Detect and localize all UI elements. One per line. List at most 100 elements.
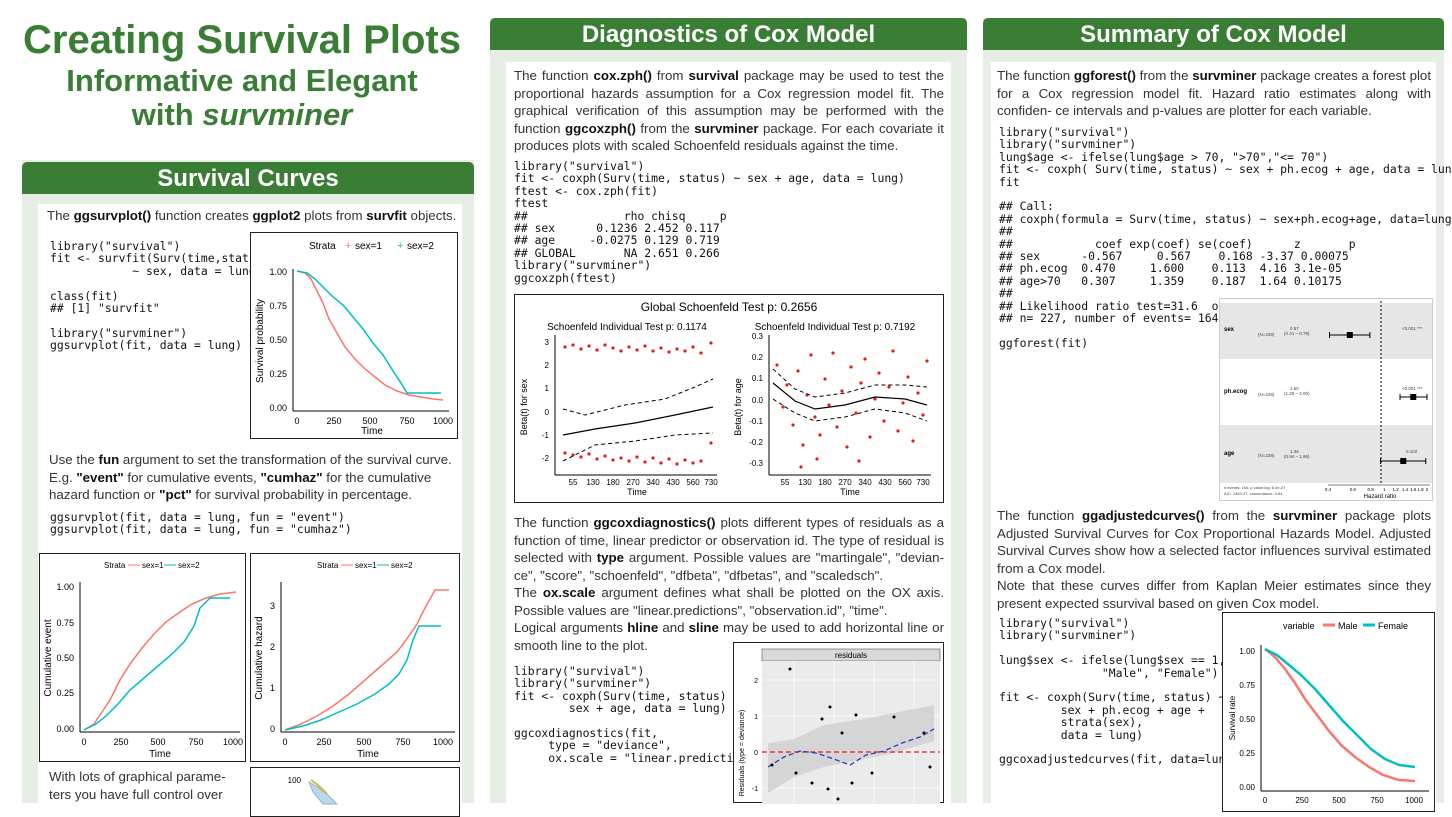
legend-plus-2: +: [397, 240, 403, 252]
right-red-points: [775, 349, 929, 469]
adjusted-curve-female: [1264, 647, 1416, 769]
legend-title: Strata: [309, 241, 336, 252]
diagnostics-code-2: library("survival") library("survminer")…: [514, 664, 768, 765]
right-x-label: Time: [840, 487, 860, 497]
forest-xticks: 0.4 0.6 0.8 1 1.2 1.4 1.6 1.8 2: [1325, 487, 1429, 492]
ytick: 0: [545, 408, 550, 417]
legend-2: sex=2: [178, 561, 200, 570]
svg-text:(N=228): (N=228): [1258, 332, 1275, 337]
residuals-plot: residuals 2 1 0 -1 Residuals (type = dev…: [733, 642, 944, 804]
y-label: Cumulative event: [43, 619, 54, 696]
right-xticks: 55 130 180 270 340 430 560 730: [781, 478, 931, 487]
ytick: 0.50: [269, 335, 287, 345]
left-ci-upper: [562, 378, 714, 416]
event-curve-2: [83, 597, 230, 731]
schoenfeld-plot: Global Schoenfeld Test p: 0.2656 Schoenf…: [514, 294, 944, 503]
ytick: 0.25: [269, 369, 287, 379]
svg-text:<0.001 ***: <0.001 ***: [1402, 326, 1423, 331]
km-curve-male: [296, 270, 444, 401]
sline: [767, 728, 935, 768]
xtick: 750: [395, 737, 410, 747]
legend-plus-1: +: [345, 240, 351, 252]
ytick: 0.00: [269, 403, 287, 413]
ytick: 0.00: [56, 724, 74, 734]
left-xticks: 55 130 180 270 340 430 560 730: [569, 478, 719, 487]
y-label: Cumulative hazard: [254, 616, 265, 699]
event-plot-svg: Strata sex=1 sex=2 1.00 0.75 0.50 0.25 0…: [43, 561, 243, 760]
ytick: 0.1: [752, 374, 764, 383]
event-curve-1: [83, 591, 237, 731]
y-label: Survival probability: [255, 299, 266, 383]
custom-plot-svg: 100: [288, 776, 339, 805]
cumhaz-curve-1: [284, 589, 449, 731]
xtick: 130: [586, 478, 600, 487]
summary-intro: The function ggforest() from the survmin…: [997, 68, 1432, 118]
forest-xtick: 1: [1383, 487, 1386, 492]
xtick: 500: [1332, 796, 1346, 804]
schoenfeld-right-title: Schoenfeld Individual Test p: 0.7192: [755, 322, 916, 333]
ytick: 100: [288, 776, 302, 785]
xtick: 500: [362, 416, 377, 426]
ytick: 0.2: [752, 353, 764, 362]
survival-code-2: ggsurvplot(fit, data = lung, fun = "even…: [50, 510, 352, 537]
ytick: 1: [270, 683, 275, 693]
ytick: 2: [545, 361, 550, 370]
summary-code-1: library("survival") library("survminer")…: [999, 125, 1452, 350]
xtick: 130: [798, 478, 812, 487]
ytick: 3: [270, 601, 275, 611]
smooth-ci: [768, 705, 934, 793]
legend-female: Female: [1378, 621, 1408, 631]
right-ci-lower: [772, 398, 928, 422]
ytick: 0.75: [56, 618, 74, 628]
ytick: 2: [754, 678, 758, 685]
xtick: 500: [356, 737, 371, 747]
residuals-svg: residuals 2 1 0 -1 Residuals (type = dev…: [739, 648, 941, 804]
ytick: -0.2: [749, 438, 763, 447]
fun-text: Use the fun argument to set the transfor…: [49, 452, 452, 502]
forest-footer-2: AIC: 1463.37, concordance: 0.64: [1224, 491, 1283, 496]
svg-text:1.36: 1.36: [1290, 449, 1299, 454]
ytick: 1: [545, 384, 550, 393]
left-red-points: [563, 341, 713, 466]
ytick: 0: [270, 724, 275, 734]
legend-1: sex=1: [355, 561, 377, 570]
facet-strip-label: residuals: [835, 651, 867, 660]
xtick: 750: [1370, 796, 1384, 804]
ytick: 1: [754, 714, 758, 721]
ytick: 2: [270, 642, 275, 652]
survival-line: [310, 779, 328, 795]
adjusted-curve-male: [1264, 648, 1416, 783]
ytick: 0.50: [56, 653, 74, 663]
xtick: 0: [81, 737, 86, 747]
x-label: Time: [357, 749, 379, 760]
xtick: 430: [878, 478, 892, 487]
ytick: 1.00: [1239, 647, 1255, 656]
xtick: 270: [838, 478, 852, 487]
left-fit-line: [562, 406, 714, 436]
xtick: 340: [646, 478, 660, 487]
svg-text:(1.29 – 2.00): (1.29 – 2.00): [1284, 391, 1310, 396]
ytick: 0.75: [269, 301, 287, 311]
legend-male: Male: [1338, 621, 1358, 631]
ytick: 0.00: [1239, 783, 1255, 792]
svg-text:0.102: 0.102: [1406, 449, 1418, 454]
forest-point-sex: [1346, 332, 1353, 338]
xtick: 250: [326, 416, 341, 426]
schoenfeld-global-title: Global Schoenfeld Test p: 0.2656: [641, 300, 818, 314]
forest-xtick: 2: [1426, 487, 1429, 492]
forest-point-ph.ecog: [1410, 394, 1417, 400]
xtick: 340: [858, 478, 872, 487]
forest-plot: sex (N=228) 0.57 (0.41 – 0.79) <0.001 **…: [1219, 298, 1433, 501]
km-plot: Strata + sex=1 + sex=2 1.00 0.75 0.50 0.…: [250, 232, 458, 439]
title-main: Creating Survival Plots: [23, 18, 461, 62]
forest-row-sex: sex (N=228) 0.57 (0.41 – 0.79) <0.001 **…: [1224, 326, 1423, 337]
right-y-label: Beta(t) for age: [733, 378, 743, 436]
ytick: 3: [545, 338, 550, 347]
xtick: 430: [666, 478, 680, 487]
event-plot: Strata sex=1 sex=2 1.00 0.75 0.50 0.25 0…: [39, 553, 246, 762]
svg-text:ph.ecog: ph.ecog: [1224, 389, 1247, 395]
ytick: 1.00: [56, 582, 74, 592]
left-y-label: Beta(t) for sex: [519, 378, 529, 435]
svg-text:age: age: [1224, 451, 1235, 457]
forest-row-bg-3: [1220, 425, 1432, 483]
